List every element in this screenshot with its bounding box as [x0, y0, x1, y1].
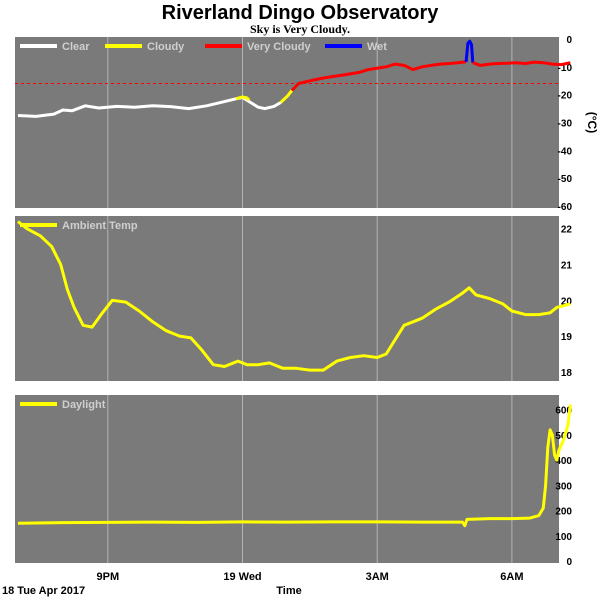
series-line-wet: [464, 39, 475, 63]
date-label: 18 Tue Apr 2017: [2, 585, 85, 597]
y-tick-label: -30: [558, 119, 573, 130]
y-tick-label: 200: [555, 507, 572, 518]
y-tick-label: 19: [561, 332, 573, 343]
legend-label: Ambient Temp: [62, 220, 138, 232]
x-axis-label: Time: [276, 585, 301, 597]
page-title: Riverland Dingo Observatory: [162, 2, 440, 24]
y-axis-unit: (°C): [585, 112, 599, 133]
series-line-very-cloudy: [472, 60, 571, 67]
page-subtitle: Sky is Very Cloudy.: [250, 22, 350, 36]
y-tick-label: 18: [561, 368, 573, 379]
sky-temperature-panel: 0 -10 -20 -30 -40 -50 -60 Clear Cloudy Very Cloud…: [15, 35, 599, 213]
y-tick-label: -10: [558, 63, 573, 74]
x-tick-label: 19 Wed: [223, 571, 261, 583]
legend-label: Clear: [62, 41, 90, 53]
panel-background: [15, 395, 559, 563]
y-tick-label: 400: [555, 456, 572, 467]
legend-label: Very Cloudy: [247, 41, 311, 53]
series-line-very-cloudy: [290, 60, 467, 92]
y-tick-label: 21: [561, 261, 573, 272]
y-tick-label: 0: [566, 557, 572, 568]
series-line-ambient-temp: [17, 220, 571, 372]
y-tick-label: 100: [555, 532, 572, 543]
legend-label: Cloudy: [147, 41, 185, 53]
x-tick-label: 9PM: [96, 571, 119, 583]
series-line-cloudy: [235, 95, 251, 102]
y-tick-label: 22: [561, 225, 573, 236]
y-tick-label: -20: [558, 91, 573, 102]
y-tick-label: -60: [558, 202, 573, 213]
x-tick-label: 3AM: [366, 571, 389, 583]
series-line-clear: [17, 96, 282, 118]
x-tick-label: 6AM: [500, 571, 523, 583]
y-tick-label: -50: [558, 174, 573, 185]
y-tick-label: -40: [558, 146, 573, 157]
series-line-daylight: [17, 404, 572, 528]
panel-background: [15, 216, 559, 381]
y-tick-label: 0: [566, 35, 572, 46]
legend-label: Wet: [367, 41, 387, 53]
legend-label: Daylight: [62, 399, 106, 411]
panel-background: [15, 37, 559, 208]
y-tick-label: 300: [555, 481, 572, 492]
y-tick-label: 600: [555, 406, 572, 417]
series-line-cloudy: [279, 89, 294, 104]
ambient-temperature-panel: 22 21 20 19 18 Ambient Temp: [15, 216, 572, 381]
y-tick-label: 20: [561, 296, 573, 307]
